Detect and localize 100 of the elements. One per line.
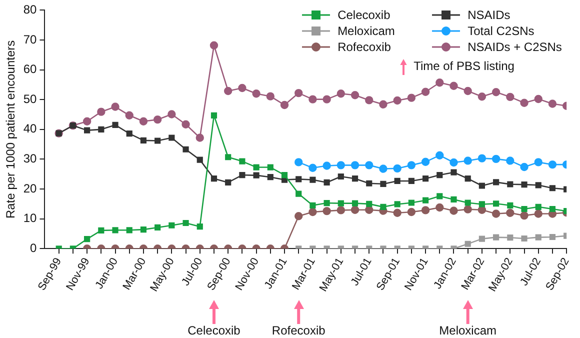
point <box>506 208 514 217</box>
y-tick-label: 70 <box>23 32 38 46</box>
point <box>84 236 90 242</box>
point <box>407 161 416 170</box>
point <box>549 185 556 192</box>
point <box>294 88 303 98</box>
point <box>421 88 430 96</box>
point <box>125 111 134 120</box>
legend-label: Meloxicam <box>338 24 395 38</box>
point <box>322 162 331 170</box>
point <box>168 134 175 141</box>
point <box>507 234 514 241</box>
point <box>548 100 557 108</box>
point <box>535 182 542 188</box>
point <box>253 172 260 178</box>
point <box>408 178 414 184</box>
y-tick-label: 20 <box>23 181 38 196</box>
point <box>338 173 344 180</box>
point <box>281 172 288 178</box>
point <box>280 100 289 110</box>
ref-line-label: Meloxicam <box>439 323 497 338</box>
point <box>366 200 372 207</box>
point <box>210 176 218 182</box>
legend-label: Total C2SNs <box>468 24 534 38</box>
point <box>322 95 331 104</box>
point <box>534 94 542 104</box>
point <box>534 210 542 218</box>
y-tick-label: 30 <box>23 152 38 166</box>
point <box>464 156 472 165</box>
point <box>111 102 120 111</box>
point <box>422 176 429 182</box>
point <box>507 202 514 208</box>
point <box>296 190 302 197</box>
legend-label: NSAIDs <box>468 8 510 22</box>
point <box>492 210 500 218</box>
y-axis-title: Rate per 1000 patient encounters <box>4 40 18 218</box>
point <box>464 240 471 247</box>
point <box>421 206 430 214</box>
point <box>478 182 485 189</box>
point <box>225 154 232 160</box>
y-tick-label: 50 <box>23 92 38 106</box>
point <box>112 122 118 128</box>
point <box>210 41 218 50</box>
point <box>98 227 104 234</box>
point <box>436 193 443 200</box>
legend-label: NSAIDs + C2SNs <box>468 40 562 54</box>
point <box>407 94 416 102</box>
point <box>239 158 246 164</box>
point <box>196 224 203 230</box>
point <box>379 164 388 173</box>
point <box>112 227 118 234</box>
point <box>196 134 204 142</box>
legend-label: Celecoxib <box>338 8 390 22</box>
point <box>310 176 316 183</box>
ref-line-label: Celecoxib <box>188 323 241 338</box>
point <box>450 196 457 203</box>
legend-label: Rofecoxib <box>338 40 391 54</box>
point <box>507 181 514 188</box>
point <box>239 172 246 178</box>
point <box>421 158 430 166</box>
point <box>224 86 232 96</box>
point <box>535 204 542 210</box>
point <box>464 200 471 206</box>
point <box>450 82 458 90</box>
point <box>492 88 500 96</box>
point <box>84 127 90 134</box>
y-tick-label: 80 <box>23 2 38 17</box>
point <box>322 206 331 216</box>
point <box>182 220 189 226</box>
point <box>352 176 358 182</box>
point <box>266 92 274 100</box>
point <box>308 208 317 216</box>
point <box>450 206 458 215</box>
point <box>436 151 444 160</box>
point <box>294 212 303 220</box>
point <box>407 208 416 216</box>
point <box>126 227 132 234</box>
point <box>521 182 528 188</box>
point <box>324 200 330 206</box>
point <box>225 179 232 186</box>
point <box>336 161 346 170</box>
point <box>380 180 386 188</box>
point <box>393 164 402 173</box>
point <box>549 234 556 240</box>
point <box>294 158 303 166</box>
point <box>506 156 514 165</box>
point <box>478 201 485 208</box>
point <box>253 164 260 170</box>
y-tick-label: 0 <box>30 240 38 255</box>
point <box>520 162 528 172</box>
point <box>436 78 444 87</box>
point <box>168 222 175 228</box>
point <box>182 146 189 152</box>
point <box>365 161 374 170</box>
point <box>98 126 104 132</box>
point <box>521 235 528 242</box>
point <box>464 86 472 96</box>
point <box>154 138 161 144</box>
point <box>308 95 317 104</box>
point <box>97 108 106 116</box>
